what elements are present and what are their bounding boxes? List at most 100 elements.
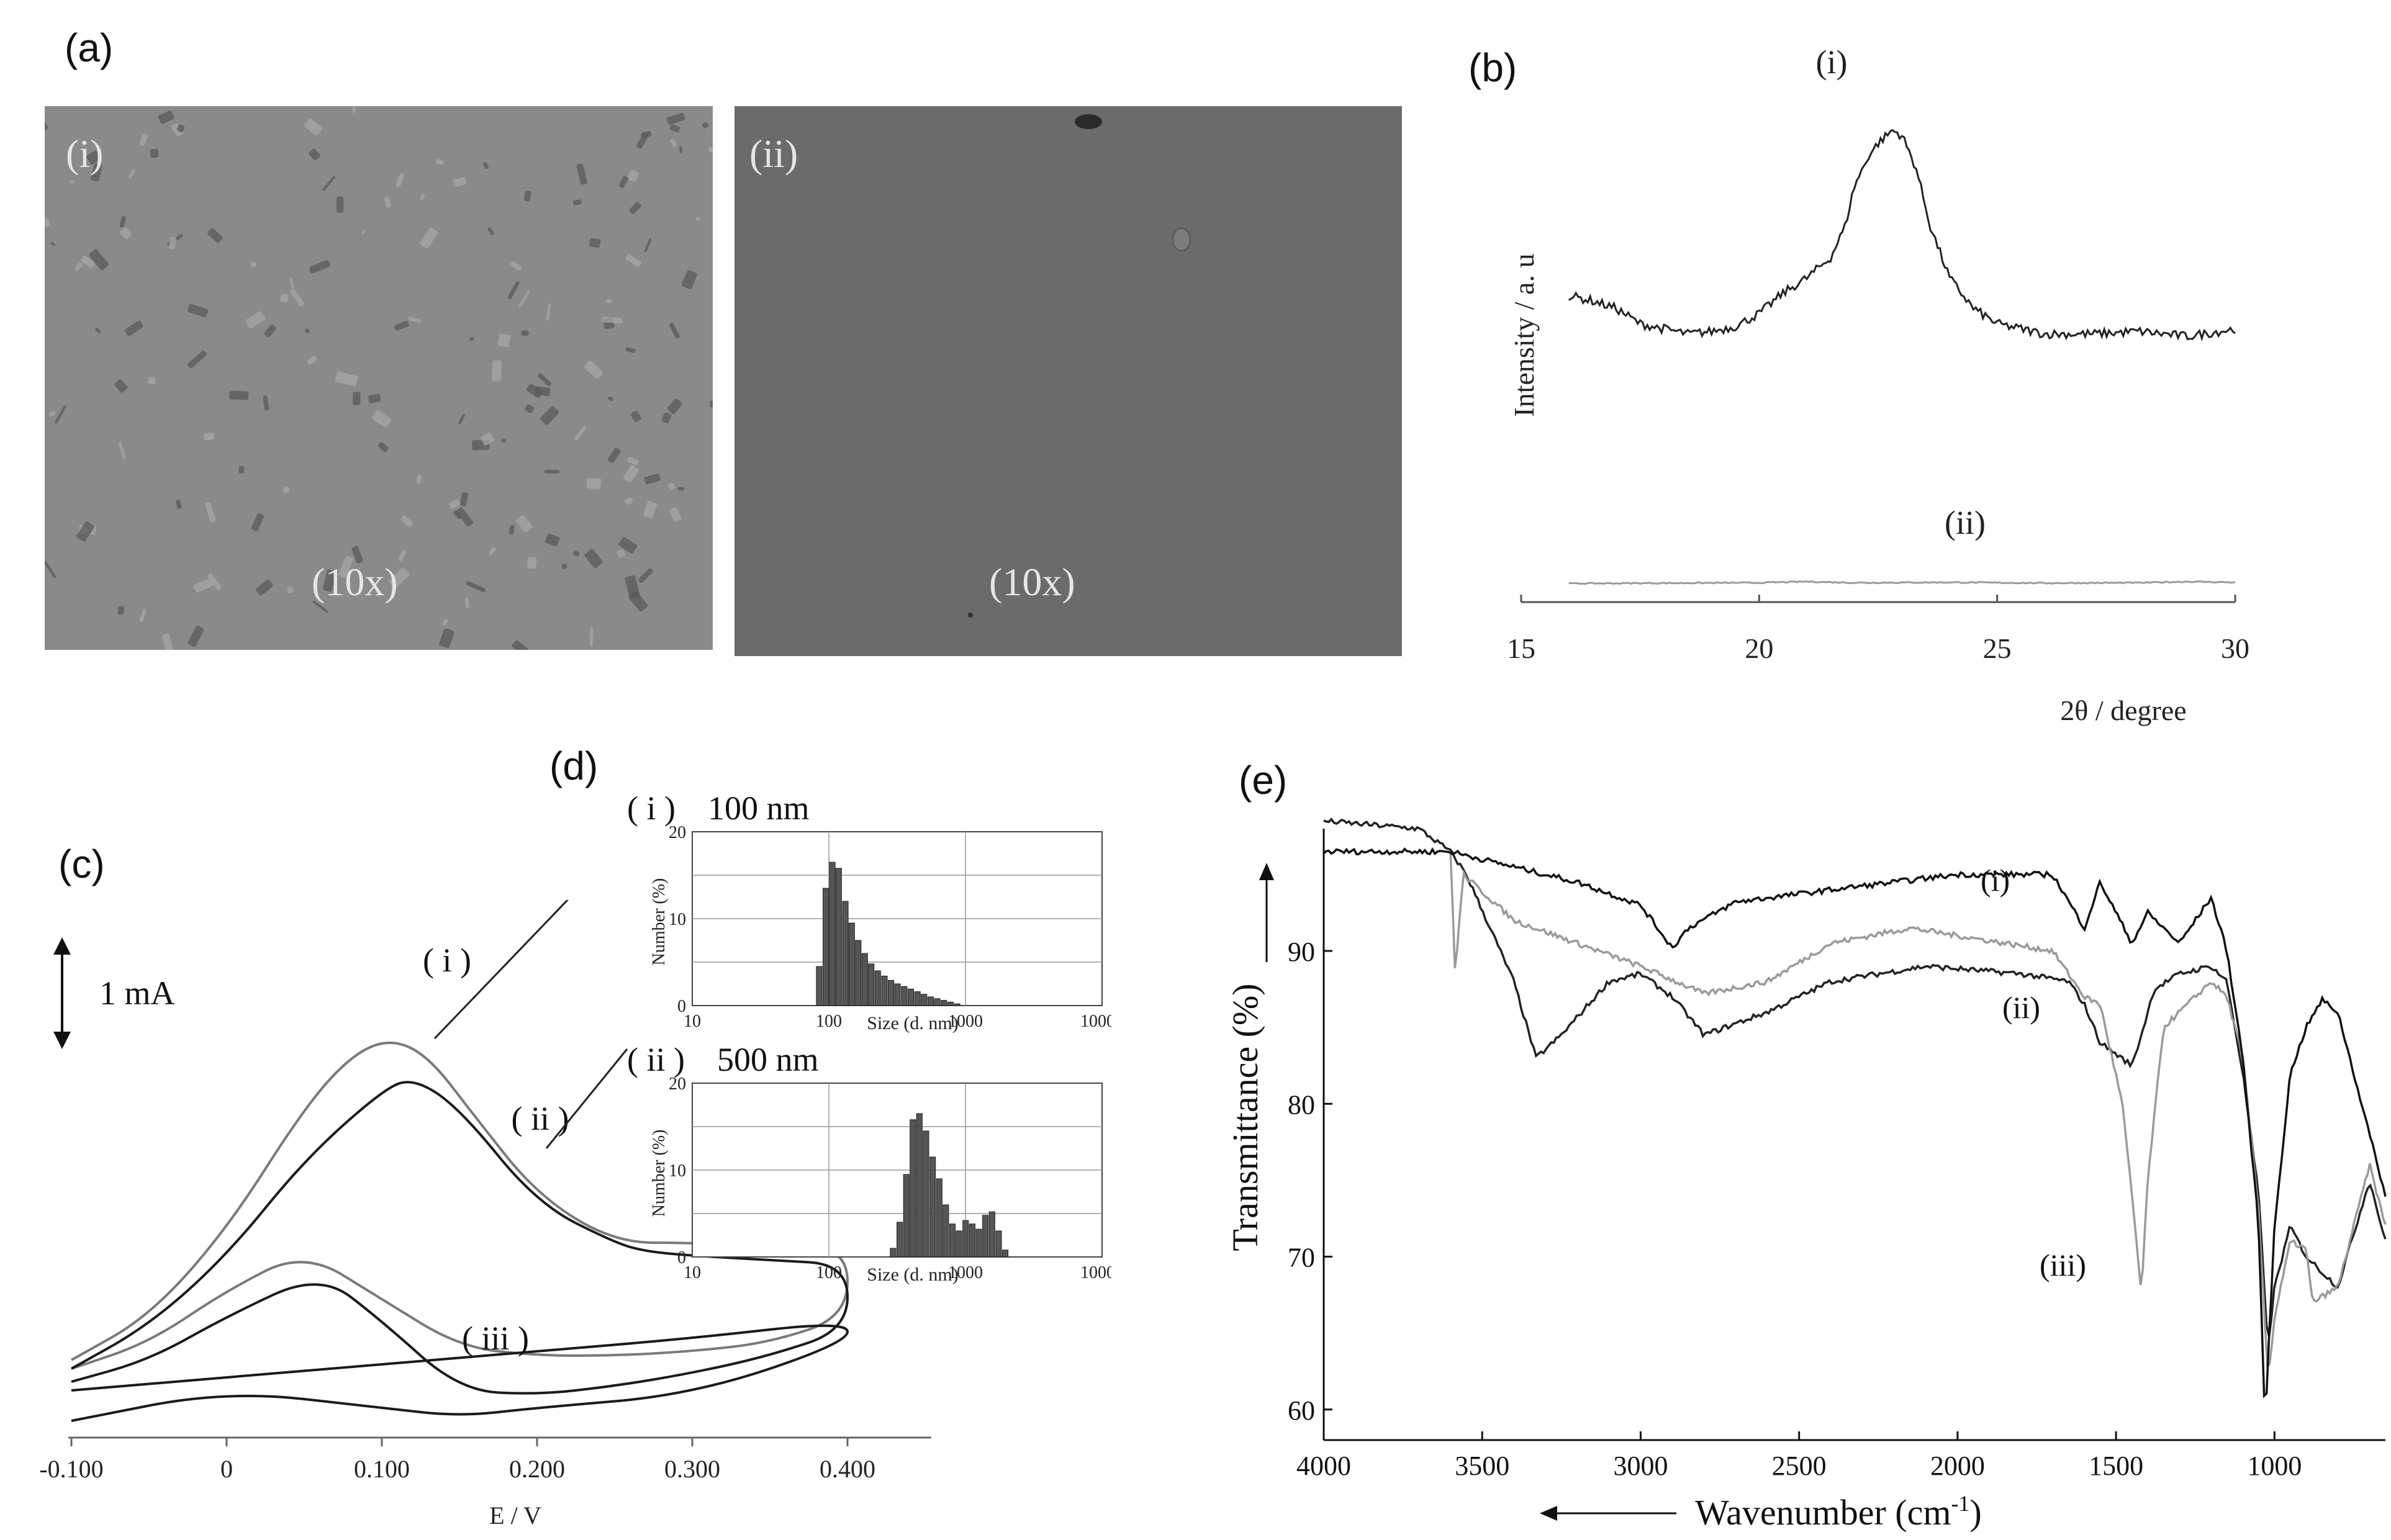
cv-x-tick-label: 0 — [220, 1455, 233, 1483]
xrd-series-i — [1568, 128, 2236, 342]
micrograph-particle — [250, 261, 257, 268]
micrograph-particle — [207, 228, 223, 243]
micrograph-particle — [546, 303, 551, 321]
micrograph-particle — [497, 333, 510, 348]
dls-x-tick-label: 10 — [684, 1012, 701, 1031]
micrograph-particle — [574, 426, 587, 441]
dls-x-label-i: Size (d. nm) — [867, 1013, 958, 1033]
micrograph-particle — [394, 320, 409, 331]
dls-bar — [1001, 1250, 1009, 1258]
micrograph-particle — [627, 169, 640, 182]
micrograph-particle — [89, 249, 109, 271]
micrograph-particle — [617, 549, 626, 558]
micrograph-particle — [618, 536, 638, 554]
micrograph-tag-i: (i) — [66, 132, 104, 176]
micrograph-particle — [45, 120, 48, 137]
dls-bar — [921, 994, 928, 1006]
dls-bar — [929, 1156, 936, 1258]
micrograph-particle — [625, 347, 636, 353]
micrograph-particle — [322, 569, 337, 592]
micrograph-particle — [625, 575, 640, 599]
micrograph-particle — [95, 328, 101, 333]
dls-bar — [954, 1003, 960, 1006]
ftir-x-label: Wavenumber (cm-1) — [1695, 1491, 1982, 1533]
micrograph-particle — [669, 322, 680, 339]
micrograph-particle — [148, 377, 156, 384]
ftir-x-tick-label: 1000 — [2247, 1451, 2302, 1481]
scale-bar-arrow-down — [53, 1032, 71, 1049]
dls-bar — [848, 922, 855, 1006]
micrograph-particle — [507, 281, 520, 299]
micrograph-particle — [128, 169, 135, 179]
micrograph-particle — [251, 513, 264, 531]
micrograph-particle — [458, 413, 465, 425]
micrograph-particle — [229, 390, 249, 400]
dls-inset-ii: ( ii ) 500 nm 0102010100100010000 Number… — [627, 1041, 1111, 1285]
micrograph-particle — [625, 497, 633, 505]
ftir-curves — [1322, 817, 2387, 1398]
micrograph-particle — [487, 227, 494, 235]
micrograph-particle — [459, 492, 469, 507]
micrograph-particle — [335, 371, 358, 387]
micrograph-particle — [636, 132, 649, 149]
dls-bar — [914, 991, 921, 1006]
ftir-axes: 60 70 80 90 4000 3500 3000 2500 2000 1500 1000 — [1288, 829, 2385, 1481]
micrograph-particle — [45, 561, 56, 579]
xrd-x-label: 2θ / degree — [2060, 695, 2186, 726]
micrograph-particle — [312, 600, 328, 613]
ftir-y-label: Transmittance (%) — [1225, 983, 1265, 1251]
micrograph-particle — [453, 177, 466, 187]
micrograph-particle — [352, 107, 356, 113]
micrograph-particle — [287, 586, 294, 593]
micrograph-particle — [561, 563, 567, 569]
micrograph-particle — [482, 162, 489, 169]
micrograph-particle — [395, 173, 404, 187]
micrograph-particle — [289, 277, 294, 289]
scale-bar-label: 1 mA — [99, 975, 175, 1012]
ftir-series-i — [1322, 847, 2387, 1398]
micrograph-particle — [667, 399, 683, 415]
micrograph-particle — [489, 547, 496, 556]
micrograph-particle — [117, 606, 125, 615]
micrograph-particle — [679, 146, 683, 153]
micrograph-particle — [304, 119, 323, 136]
dls-bar — [995, 1230, 1002, 1258]
micrograph-particle — [119, 215, 126, 228]
ftir-x-tick-label: 2500 — [1772, 1451, 1827, 1481]
ftir-x-tick-label: 4000 — [1296, 1451, 1351, 1481]
micrograph-particle — [510, 261, 522, 271]
xrd-series-ii — [1568, 580, 2236, 585]
dls-tag-ii: ( ii ) — [627, 1041, 685, 1078]
xrd-curve-label-i: (i) — [1816, 43, 1848, 81]
micrograph-particle — [469, 336, 474, 341]
micrograph-particle — [644, 238, 652, 253]
micrograph-particle — [255, 579, 273, 596]
inset-connector-ii — [545, 1048, 628, 1149]
micrograph-particle — [193, 578, 214, 593]
micrograph-particle — [491, 360, 502, 382]
micrograph-particle — [572, 199, 582, 205]
panel-label-e: (e) — [1239, 758, 1288, 803]
panel-label-a: (a) — [65, 25, 114, 70]
ftir-y-arrow-head — [1259, 863, 1274, 880]
micrograph-particle — [456, 507, 474, 527]
cv-x-tick-label: -0.100 — [39, 1455, 103, 1483]
dls-bar — [901, 986, 908, 1006]
micrograph-particle — [420, 227, 438, 249]
dls-bar — [890, 1248, 897, 1258]
micrograph-particle — [263, 395, 269, 411]
dls-bar — [855, 940, 862, 1006]
micrograph-particle — [710, 400, 713, 408]
dls-bar — [816, 966, 823, 1006]
dls-x-tick-label: 1000 — [948, 1263, 983, 1282]
micrograph-particle — [515, 515, 533, 533]
micrograph-particle — [669, 124, 680, 133]
micrograph-particle — [307, 356, 317, 365]
dls-bar — [903, 1174, 910, 1258]
ftir-y-tick-label: 80 — [1288, 1089, 1315, 1120]
micrograph-particle — [125, 320, 143, 336]
micrograph-particle — [708, 146, 713, 153]
dls-bar — [842, 901, 849, 1006]
